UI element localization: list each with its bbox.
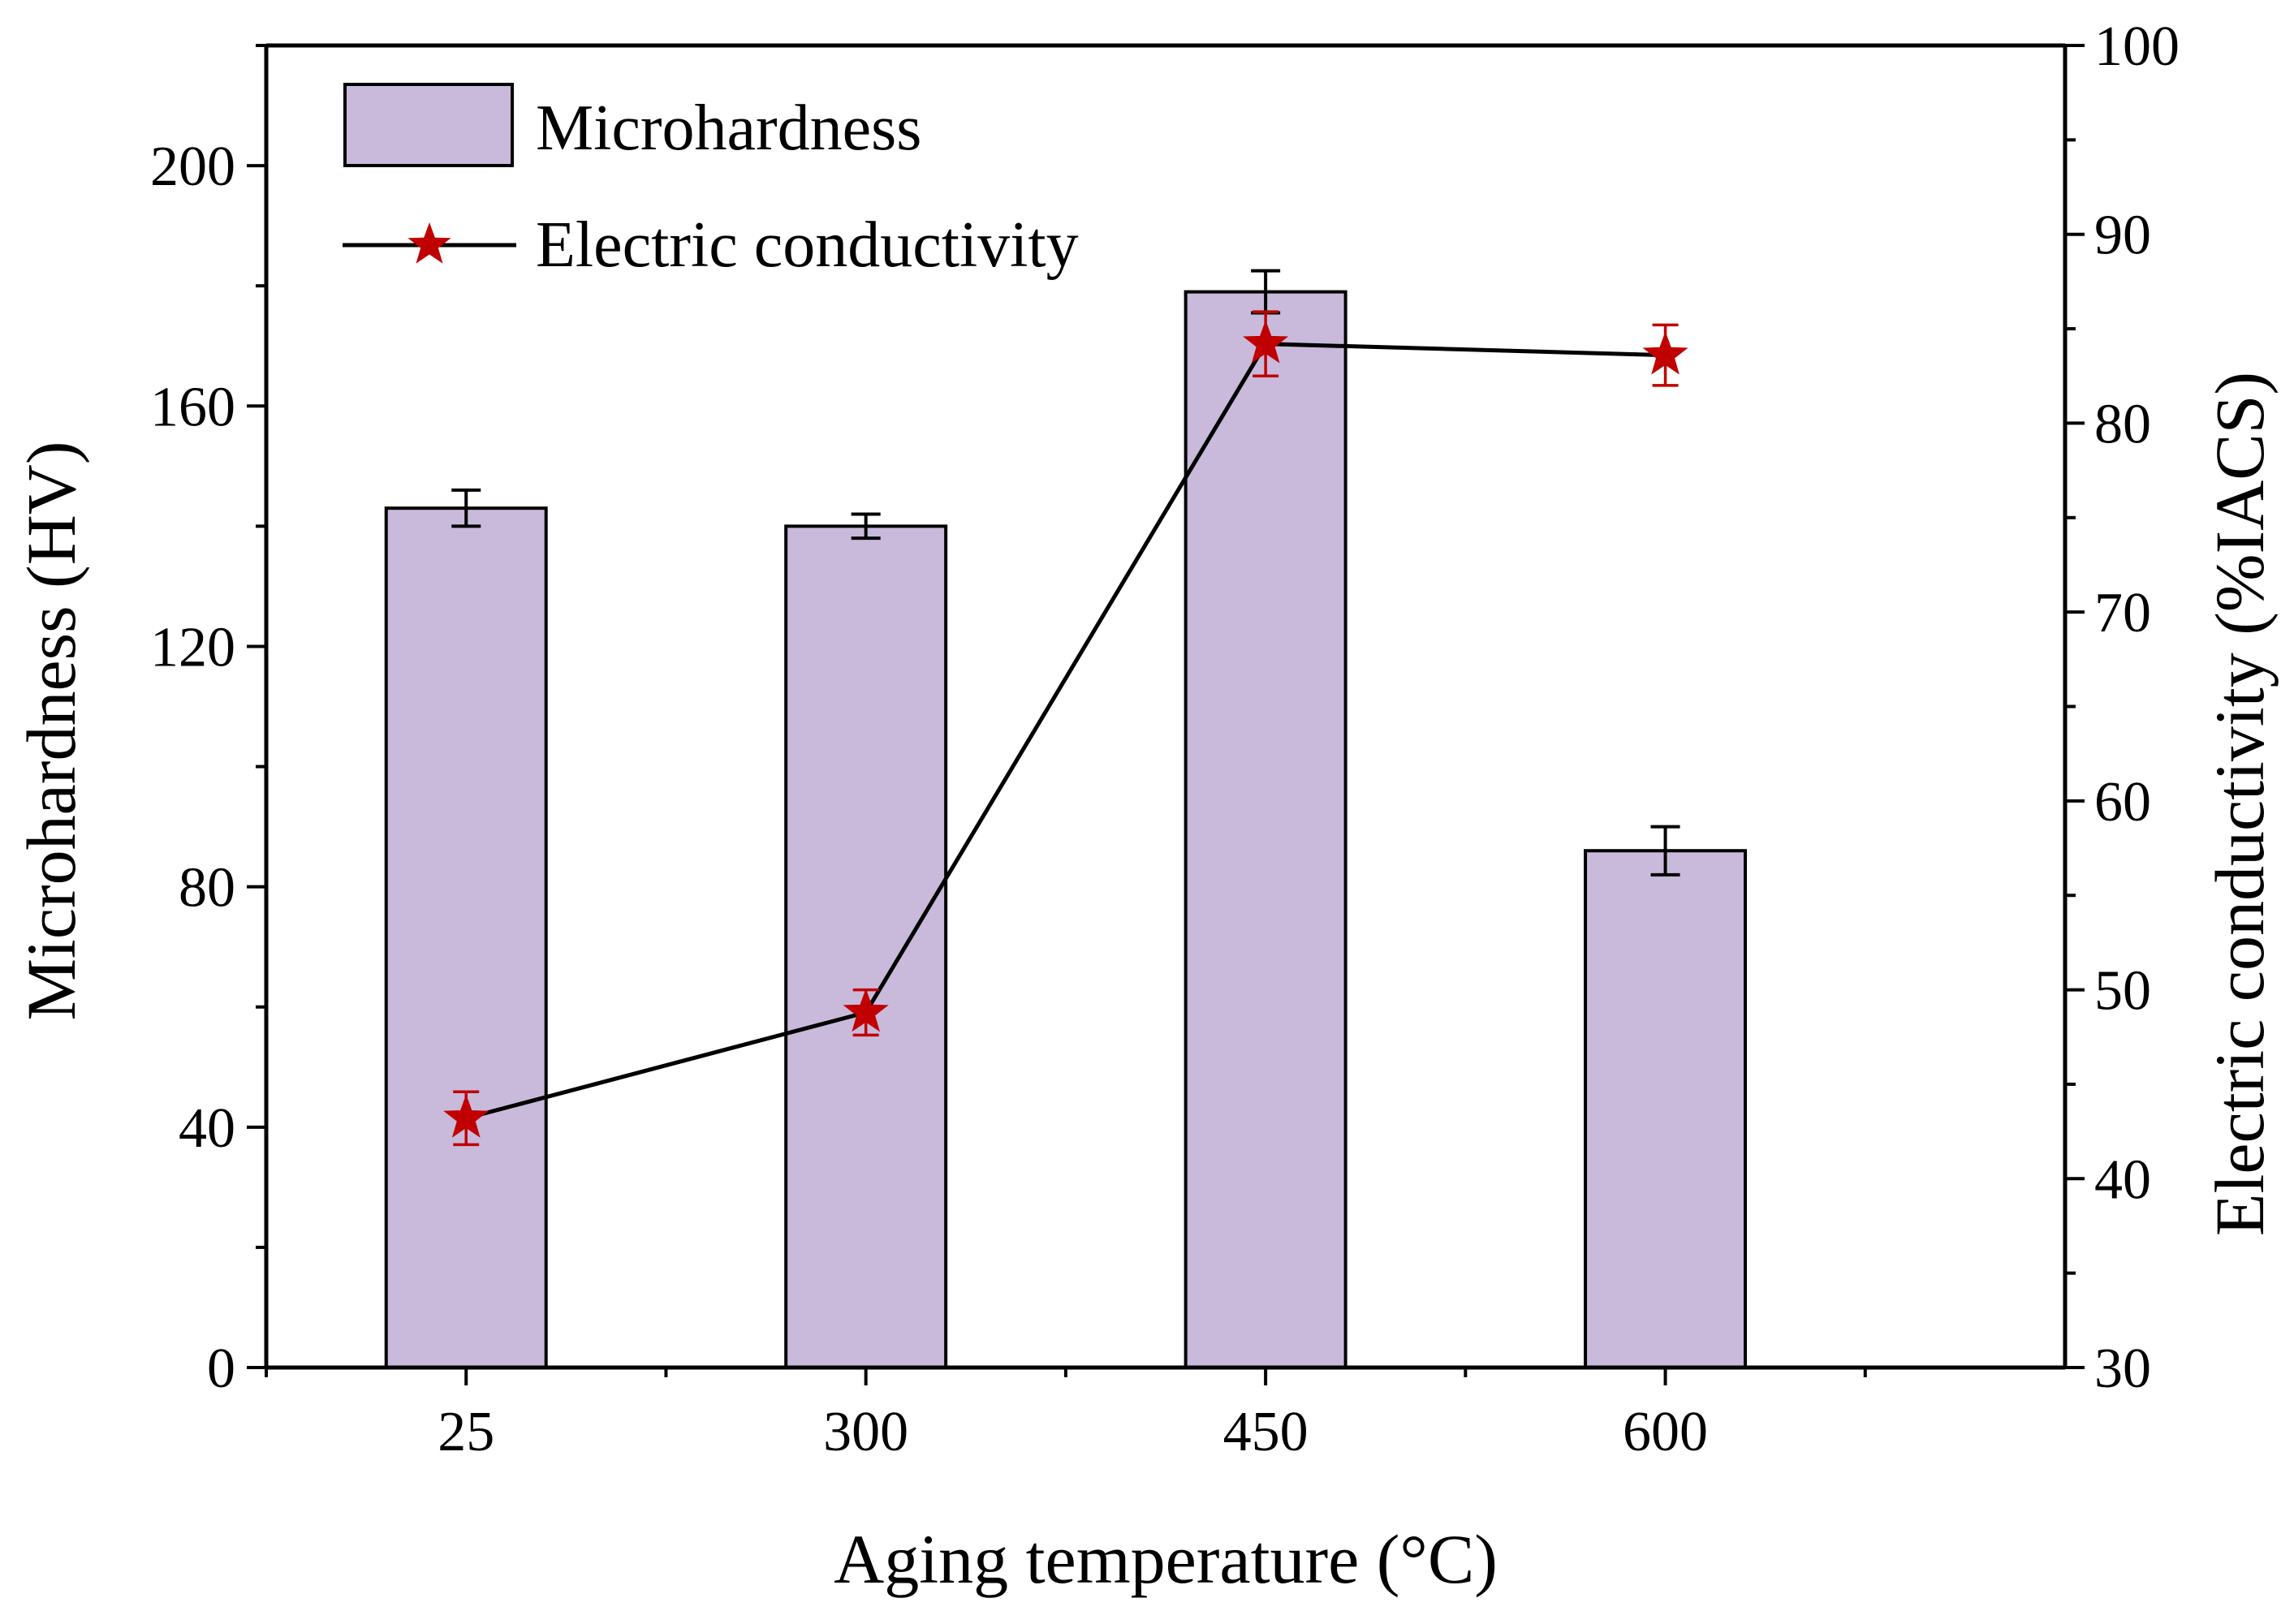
conductivity-point-300 (843, 989, 889, 1032)
y-left-tick-label-0: 0 (207, 1338, 235, 1400)
y-right-tick-label-80: 80 (2094, 393, 2151, 455)
plot-layer (384, 269, 1748, 1370)
y-left-tick-label-120: 120 (150, 616, 235, 678)
y-right-tick-label-50: 50 (2094, 960, 2151, 1023)
bar-25 (384, 506, 548, 1369)
x-axis-title: Aging temperature (°C) (834, 1520, 1498, 1598)
legend-star-icon (407, 222, 451, 264)
y-right-tick-label-100: 100 (2094, 15, 2180, 78)
axes-layer: 0 40 80 120 160 200 30 40 50 60 70 80 90 100 25 300 450 6… (150, 15, 2180, 1463)
y-right-tick-label-30: 30 (2094, 1338, 2151, 1400)
legend-label-electric-conductivity: Electric conductivity (536, 209, 1079, 281)
legend-label-microhardness: Microhardness (536, 93, 921, 164)
y-left-tick-label-80: 80 (179, 857, 235, 920)
x-tick-label-25: 25 (438, 1401, 494, 1463)
x-tick-label-600: 600 (1623, 1401, 1708, 1463)
y-right-tick-label-90: 90 (2094, 205, 2151, 267)
conductivity-point-600 (1642, 331, 1688, 375)
bar-error-300 (851, 512, 881, 541)
legend-swatch-microhardness (343, 83, 514, 167)
bar-300 (784, 524, 948, 1369)
y-right-tick-label-70: 70 (2094, 582, 2151, 644)
conductivity-line (465, 342, 1666, 1121)
y-left-tick-label-200: 200 (150, 136, 235, 198)
bar-450 (1184, 290, 1348, 1370)
y-axis-left-title: Microhardness (HV) (12, 441, 90, 1020)
legend: Microhardness Electric conductivity (343, 83, 1079, 281)
y-right-tick-label-60: 60 (2094, 771, 2151, 834)
y-left-tick-label-40: 40 (179, 1097, 235, 1160)
x-tick-label-300: 300 (823, 1401, 908, 1463)
conductivity-point-450 (1243, 320, 1289, 364)
y-axis-right-title: Electric conductivity (%IACS) (2201, 372, 2279, 1236)
bar-600 (1584, 849, 1748, 1369)
y-right-tick-label-40: 40 (2094, 1148, 2151, 1211)
x-tick-label-450: 450 (1223, 1401, 1309, 1463)
bar-error-600 (1650, 825, 1680, 877)
bar-error-25 (451, 488, 481, 528)
conductivity-point-25 (443, 1094, 489, 1138)
y-left-tick-label-160: 160 (150, 376, 235, 438)
